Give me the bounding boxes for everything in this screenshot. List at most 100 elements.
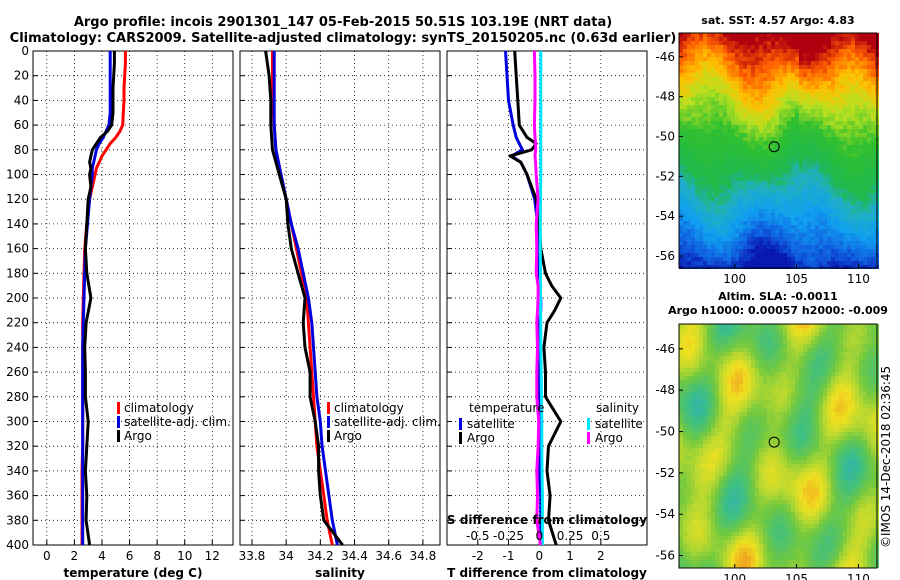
map-pixel <box>751 105 755 109</box>
map-pixel <box>867 197 871 201</box>
map-pixel <box>755 169 759 173</box>
map-pixel <box>755 261 759 265</box>
map-pixel <box>835 85 839 89</box>
map-pixel <box>847 428 851 432</box>
map-pixel <box>871 209 875 213</box>
map-pixel <box>687 257 691 261</box>
map-pixel <box>763 85 767 89</box>
map-pixel <box>743 360 747 364</box>
map-pixel <box>691 448 695 452</box>
map-pixel <box>723 261 727 265</box>
x-tick-label: 34.6 <box>375 549 402 563</box>
map-pixel <box>807 340 811 344</box>
map-pixel <box>703 416 707 420</box>
map-pixel <box>831 380 835 384</box>
map-pixel <box>843 225 847 229</box>
map-pixel <box>695 237 699 241</box>
map-pixel <box>839 384 843 388</box>
map-pixel <box>747 177 751 181</box>
map-pixel <box>779 109 783 113</box>
map-pixel <box>707 161 711 165</box>
map-pixel <box>763 185 767 189</box>
map-pixel <box>707 57 711 61</box>
map-pixel <box>779 324 783 328</box>
map-pixel <box>823 209 827 213</box>
map-pixel <box>871 221 875 225</box>
map-pixel <box>727 396 731 400</box>
map-pixel <box>839 372 843 376</box>
map-pixel <box>831 173 835 177</box>
map-pixel <box>719 69 723 73</box>
map-pixel <box>703 181 707 185</box>
map-pixel <box>827 432 831 436</box>
map-pixel <box>847 117 851 121</box>
map-pixel <box>859 45 863 49</box>
map-pixel <box>811 400 815 404</box>
map-pixel <box>695 368 699 372</box>
map-pixel <box>727 428 731 432</box>
map-pixel <box>711 444 715 448</box>
map-pixel <box>867 109 871 113</box>
map-pixel <box>851 57 855 61</box>
map-pixel <box>759 400 763 404</box>
map-pixel <box>839 97 843 101</box>
map-pixel <box>711 33 715 37</box>
map-pixel <box>755 221 759 225</box>
map-pixel <box>811 340 815 344</box>
map-pixel <box>819 197 823 201</box>
map-pixel <box>771 105 775 109</box>
map-pixel <box>711 408 715 412</box>
map-pixel <box>831 109 835 113</box>
map-pixel <box>727 416 731 420</box>
map-pixel <box>767 213 771 217</box>
map-pixel <box>759 61 763 65</box>
map-pixel <box>843 257 847 261</box>
map-pixel <box>839 221 843 225</box>
map-pixel <box>851 213 855 217</box>
map-pixel <box>711 89 715 93</box>
map-pixel <box>723 149 727 153</box>
map-pixel <box>687 424 691 428</box>
map-pixel <box>743 137 747 141</box>
map-pixel <box>723 404 727 408</box>
map-pixel <box>811 153 815 157</box>
map-pixel <box>775 424 779 428</box>
map-pixel <box>687 33 691 37</box>
map-pixel <box>755 69 759 73</box>
map-pixel <box>799 77 803 81</box>
map-pixel <box>839 217 843 221</box>
map-pixel <box>683 145 687 149</box>
map-pixel <box>699 328 703 332</box>
map-pixel <box>807 360 811 364</box>
map-pixel <box>851 324 855 328</box>
map-pixel <box>711 193 715 197</box>
map-pixel <box>787 57 791 61</box>
map-pixel <box>707 97 711 101</box>
map-pixel <box>751 33 755 37</box>
map-pixel <box>771 205 775 209</box>
map-pixel <box>727 352 731 356</box>
map-pixel <box>855 372 859 376</box>
map-pixel <box>735 328 739 332</box>
map-pixel <box>775 237 779 241</box>
map-pixel <box>683 332 687 336</box>
map-pixel <box>711 101 715 105</box>
map-pixel <box>807 53 811 57</box>
map-pixel <box>815 69 819 73</box>
map-pixel <box>859 448 863 452</box>
map-pixel <box>687 360 691 364</box>
map-pixel <box>787 428 791 432</box>
map-pixel <box>863 97 867 101</box>
map-pixel <box>823 261 827 265</box>
map-pixel <box>827 396 831 400</box>
s-axis-label: S difference from climatology <box>447 513 647 527</box>
map-pixel <box>771 149 775 153</box>
map-pixel <box>771 372 775 376</box>
map-pixel <box>771 73 775 77</box>
map-pixel <box>679 452 683 456</box>
map-pixel <box>691 332 695 336</box>
map-pixel <box>827 197 831 201</box>
map-pixel <box>687 141 691 145</box>
map-pixel <box>751 169 755 173</box>
map-pixel <box>731 424 735 428</box>
